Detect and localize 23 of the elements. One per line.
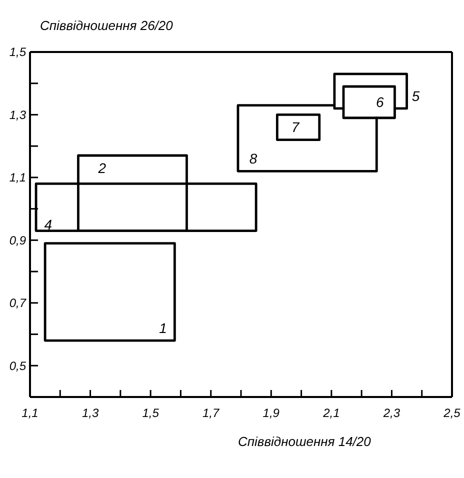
series-label: 5 bbox=[412, 88, 420, 104]
y-tick-label: 0,7 bbox=[9, 296, 28, 310]
x-tick-label: 1,1 bbox=[22, 406, 38, 420]
y-tick-label: 1,1 bbox=[9, 170, 26, 185]
x-tick-label: 2,3 bbox=[382, 406, 400, 420]
series-label: 6 bbox=[376, 94, 384, 110]
y-axis-title: Співвідношення 26/20 bbox=[40, 18, 174, 33]
series-label: 4 bbox=[44, 216, 52, 233]
series-label: 2 bbox=[97, 160, 106, 176]
x-tick-label: 1,3 bbox=[82, 406, 99, 420]
x-tick-label: 2,5 bbox=[442, 406, 461, 420]
y-tick-label: 0,9 bbox=[9, 233, 26, 248]
x-tick-label: 1,7 bbox=[202, 406, 221, 420]
series-label: 1 bbox=[159, 320, 167, 336]
x-tick-label: 2,1 bbox=[322, 406, 340, 420]
x-tick-label: 1,5 bbox=[142, 406, 160, 420]
y-tick-label: 0,5 bbox=[9, 358, 26, 373]
y-tick-label: 1,5 bbox=[9, 45, 26, 60]
x-tick-label: 1,9 bbox=[262, 406, 280, 420]
series-label: 7 bbox=[291, 119, 300, 136]
x-axis-title: Співвідношення 14/20 bbox=[238, 434, 372, 449]
series-label: 8 bbox=[249, 150, 258, 167]
y-tick-label: 1,3 bbox=[9, 108, 26, 122]
